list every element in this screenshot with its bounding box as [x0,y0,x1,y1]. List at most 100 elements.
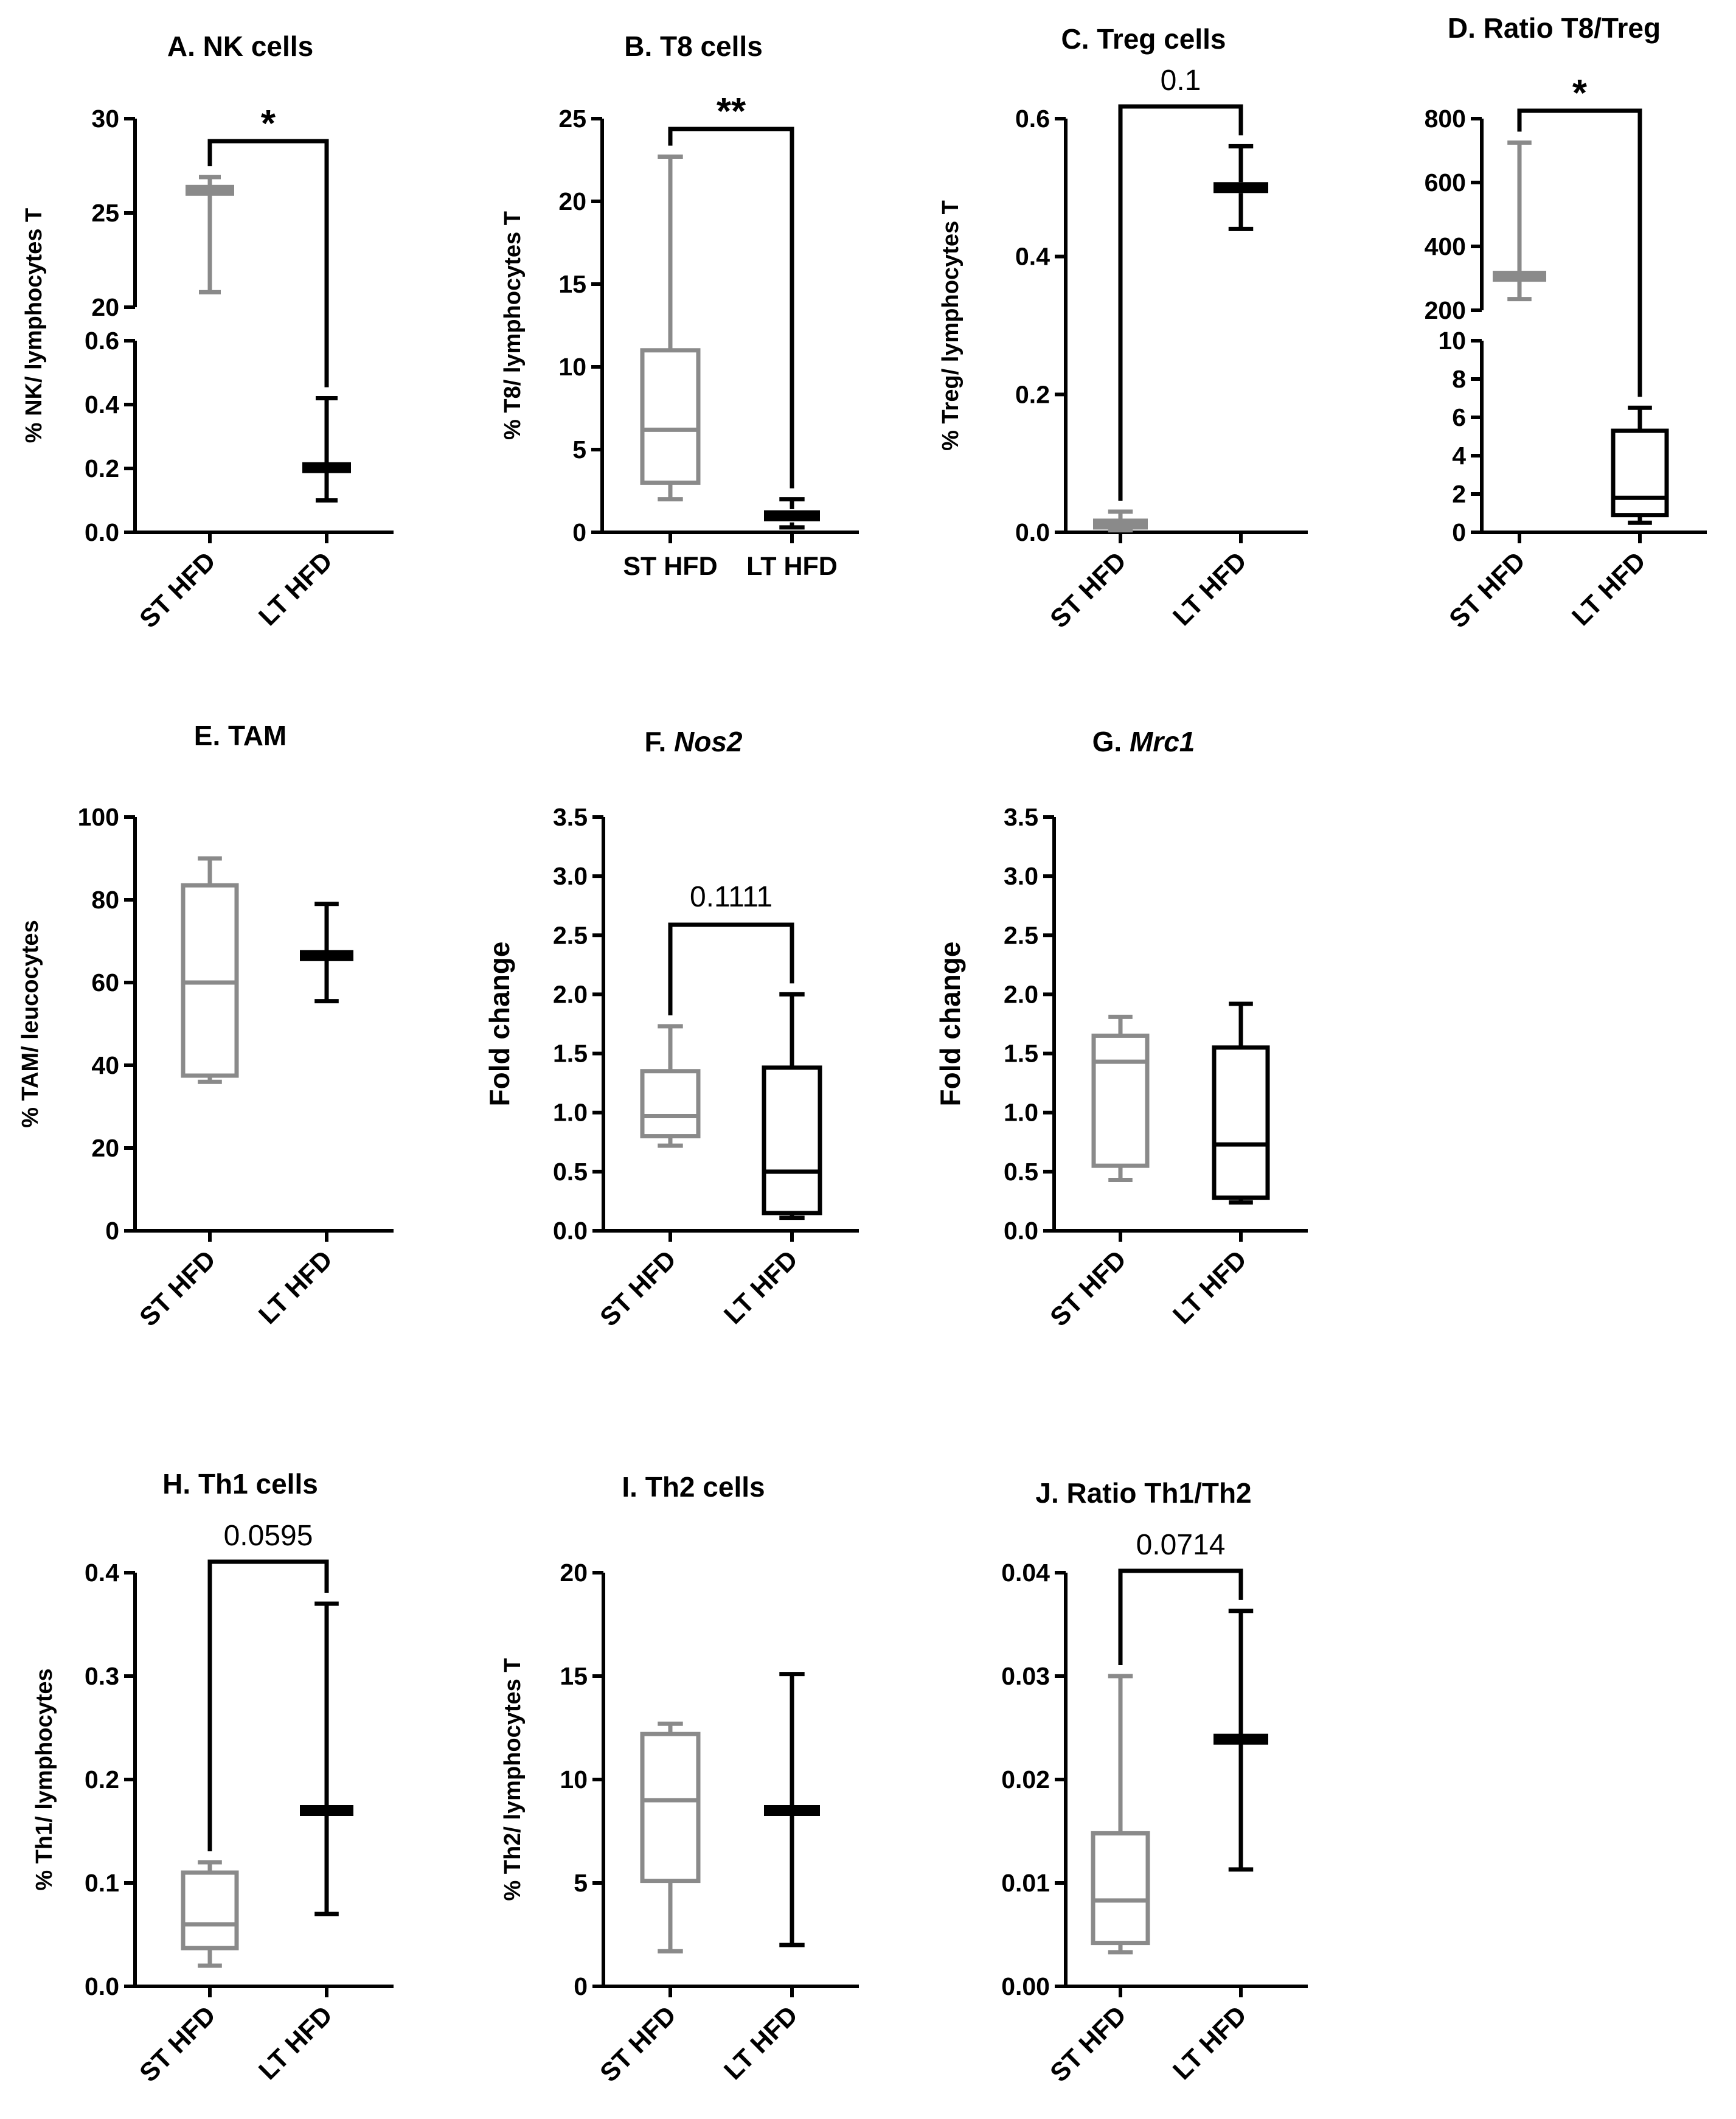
chart-title: B. T8 cells [624,30,763,62]
box-st-hfd [1091,1674,1150,1955]
x-category-label: ST HFD [623,552,717,581]
y-tick-label: 3.0 [1004,862,1038,890]
p-value-label: 0.1 [1161,64,1201,97]
x-category-label: ST HFD [1044,2000,1132,2088]
y-tick-label: 0 [105,1217,119,1245]
box-iqr [1091,1033,1150,1168]
significance-bracket [207,139,329,388]
y-tick-label: 2.5 [553,921,588,949]
y-tick-label: 0.1 [85,1869,119,1897]
y-axis-label: Fold change [934,942,966,1107]
p-value-label: 0.0714 [1136,1529,1226,1561]
p-value-label: 0.1111 [690,881,773,913]
box-collapsed [300,950,353,961]
y-axis-label: % NK/ lymphocytes T [21,208,47,443]
y-tick-label: 8 [1452,365,1466,393]
chart-title: I. Th2 cells [622,1471,765,1503]
x-category-label: LT HFD [1167,2000,1252,2086]
box-collapsed [764,510,820,521]
box-iqr [640,1731,701,1884]
box-iqr [1091,1831,1150,1946]
y-tick-label: 0.5 [1004,1158,1038,1186]
box-lt-hfd [1212,1001,1270,1205]
y-axis-label: Fold change [484,942,515,1107]
y-tick-label: 0.0 [85,518,119,546]
box-st-hfd [186,175,234,294]
x-category-label: LT HFD [718,2000,804,2086]
chart-panel-b: B. T8 cells 0 5 10 15 20 25 % T8/ lymphocytes T… [500,30,859,581]
y-tick-label: 5 [574,1869,588,1897]
y-tick-label: 15 [560,1662,588,1690]
x-category-label: ST HFD [1044,546,1132,634]
box-iqr [762,1065,822,1216]
box-collapsed [300,1805,353,1816]
y-tick-label: 0.2 [85,1766,119,1794]
box-collapsed [1213,1733,1268,1745]
box-lt-hfd [764,1672,820,1947]
box-iqr [640,1069,701,1139]
box-collapsed [186,184,234,196]
y-axis-label: % T8/ lymphocytes T [500,211,526,440]
chart-panel-h: H. Th1 cells 0.0 0.1 0.2 0.3 0.4 % Th1/ lympho… [32,1468,394,2088]
box-iqr [640,348,701,485]
y-tick-label: 60 [91,969,119,997]
box-st-hfd [181,1860,239,1968]
y-tick-label: 0.3 [85,1662,119,1690]
y-tick-label: 10 [558,353,586,381]
chart-title-prefix: G. [1092,726,1130,757]
y-tick-label: 3.5 [553,803,588,831]
x-category-label: ST HFD [134,1245,221,1332]
box-st-hfd [181,856,239,1084]
y-tick-label: 0.02 [1001,1766,1050,1794]
y-tick-label: 20 [91,293,119,321]
box-st-hfd [640,1721,701,1954]
y-axis-label: % Th2/ lymphocytes T [500,1658,526,1901]
chart-title: H. Th1 cells [162,1468,318,1500]
y-tick-label: 0.0 [85,1972,119,2000]
box-collapsed [1493,271,1546,282]
chart-panel-j: J. Ratio Th1/Th2 0.00 0.01 0.02 0.03 0.04 ST H… [1001,1477,1308,2088]
box-st-hfd [1093,509,1148,533]
x-category-label: LT HFD [746,552,838,581]
box-lt-hfd [1213,144,1268,231]
y-tick-label: 0.01 [1001,1869,1050,1897]
y-tick-label: 0.5 [553,1158,588,1186]
y-tick-label: 25 [91,199,119,227]
x-category-label: LT HFD [1167,1245,1252,1330]
y-tick-label: 0.4 [85,391,119,419]
x-category-label: LT HFD [253,2000,338,2086]
y-tick-label: 0 [572,518,586,546]
box-lt-hfd [764,497,820,530]
y-tick-label: 0.2 [1015,380,1050,408]
y-tick-label: 4 [1452,442,1466,470]
x-category-label: LT HFD [1167,546,1252,632]
y-tick-label: 10 [560,1766,588,1794]
significance-stars: * [1572,72,1588,114]
box-collapsed [764,1805,820,1816]
box-st-hfd [640,1024,701,1148]
chart-panel-i: I. Th2 cells 0 5 10 15 20 % Th2/ lymphocytes T… [500,1471,859,2088]
chart-title: C. Treg cells [1061,23,1226,55]
y-tick-label: 10 [1438,327,1466,355]
y-tick-label: 0.2 [85,454,119,482]
y-axis-label: % TAM/ leucocytes [18,920,43,1127]
y-tick-label: 1.0 [1004,1099,1038,1127]
y-tick-label: 0.6 [1015,105,1050,133]
x-category-label: ST HFD [594,1245,682,1332]
y-tick-label: 0.04 [1001,1559,1050,1587]
y-tick-label: 0 [574,1972,588,2000]
box-lt-hfd [302,396,351,503]
y-axis-label: % Th1/ lymphocytes [32,1668,57,1890]
y-tick-label: 1.5 [553,1040,588,1068]
chart-title: J. Ratio Th1/Th2 [1035,1477,1251,1509]
x-category-label: LT HFD [1566,546,1651,632]
y-tick-label: 6 [1452,403,1466,431]
chart-title-gene: Mrc1 [1130,726,1195,757]
y-tick-label: 0.4 [85,1559,119,1587]
box-iqr [1212,1045,1270,1200]
significance-bracket [1118,1568,1243,1665]
x-category-label: ST HFD [1443,546,1531,634]
y-tick-label: 0.4 [1015,243,1050,271]
box-lt-hfd [1611,405,1669,525]
